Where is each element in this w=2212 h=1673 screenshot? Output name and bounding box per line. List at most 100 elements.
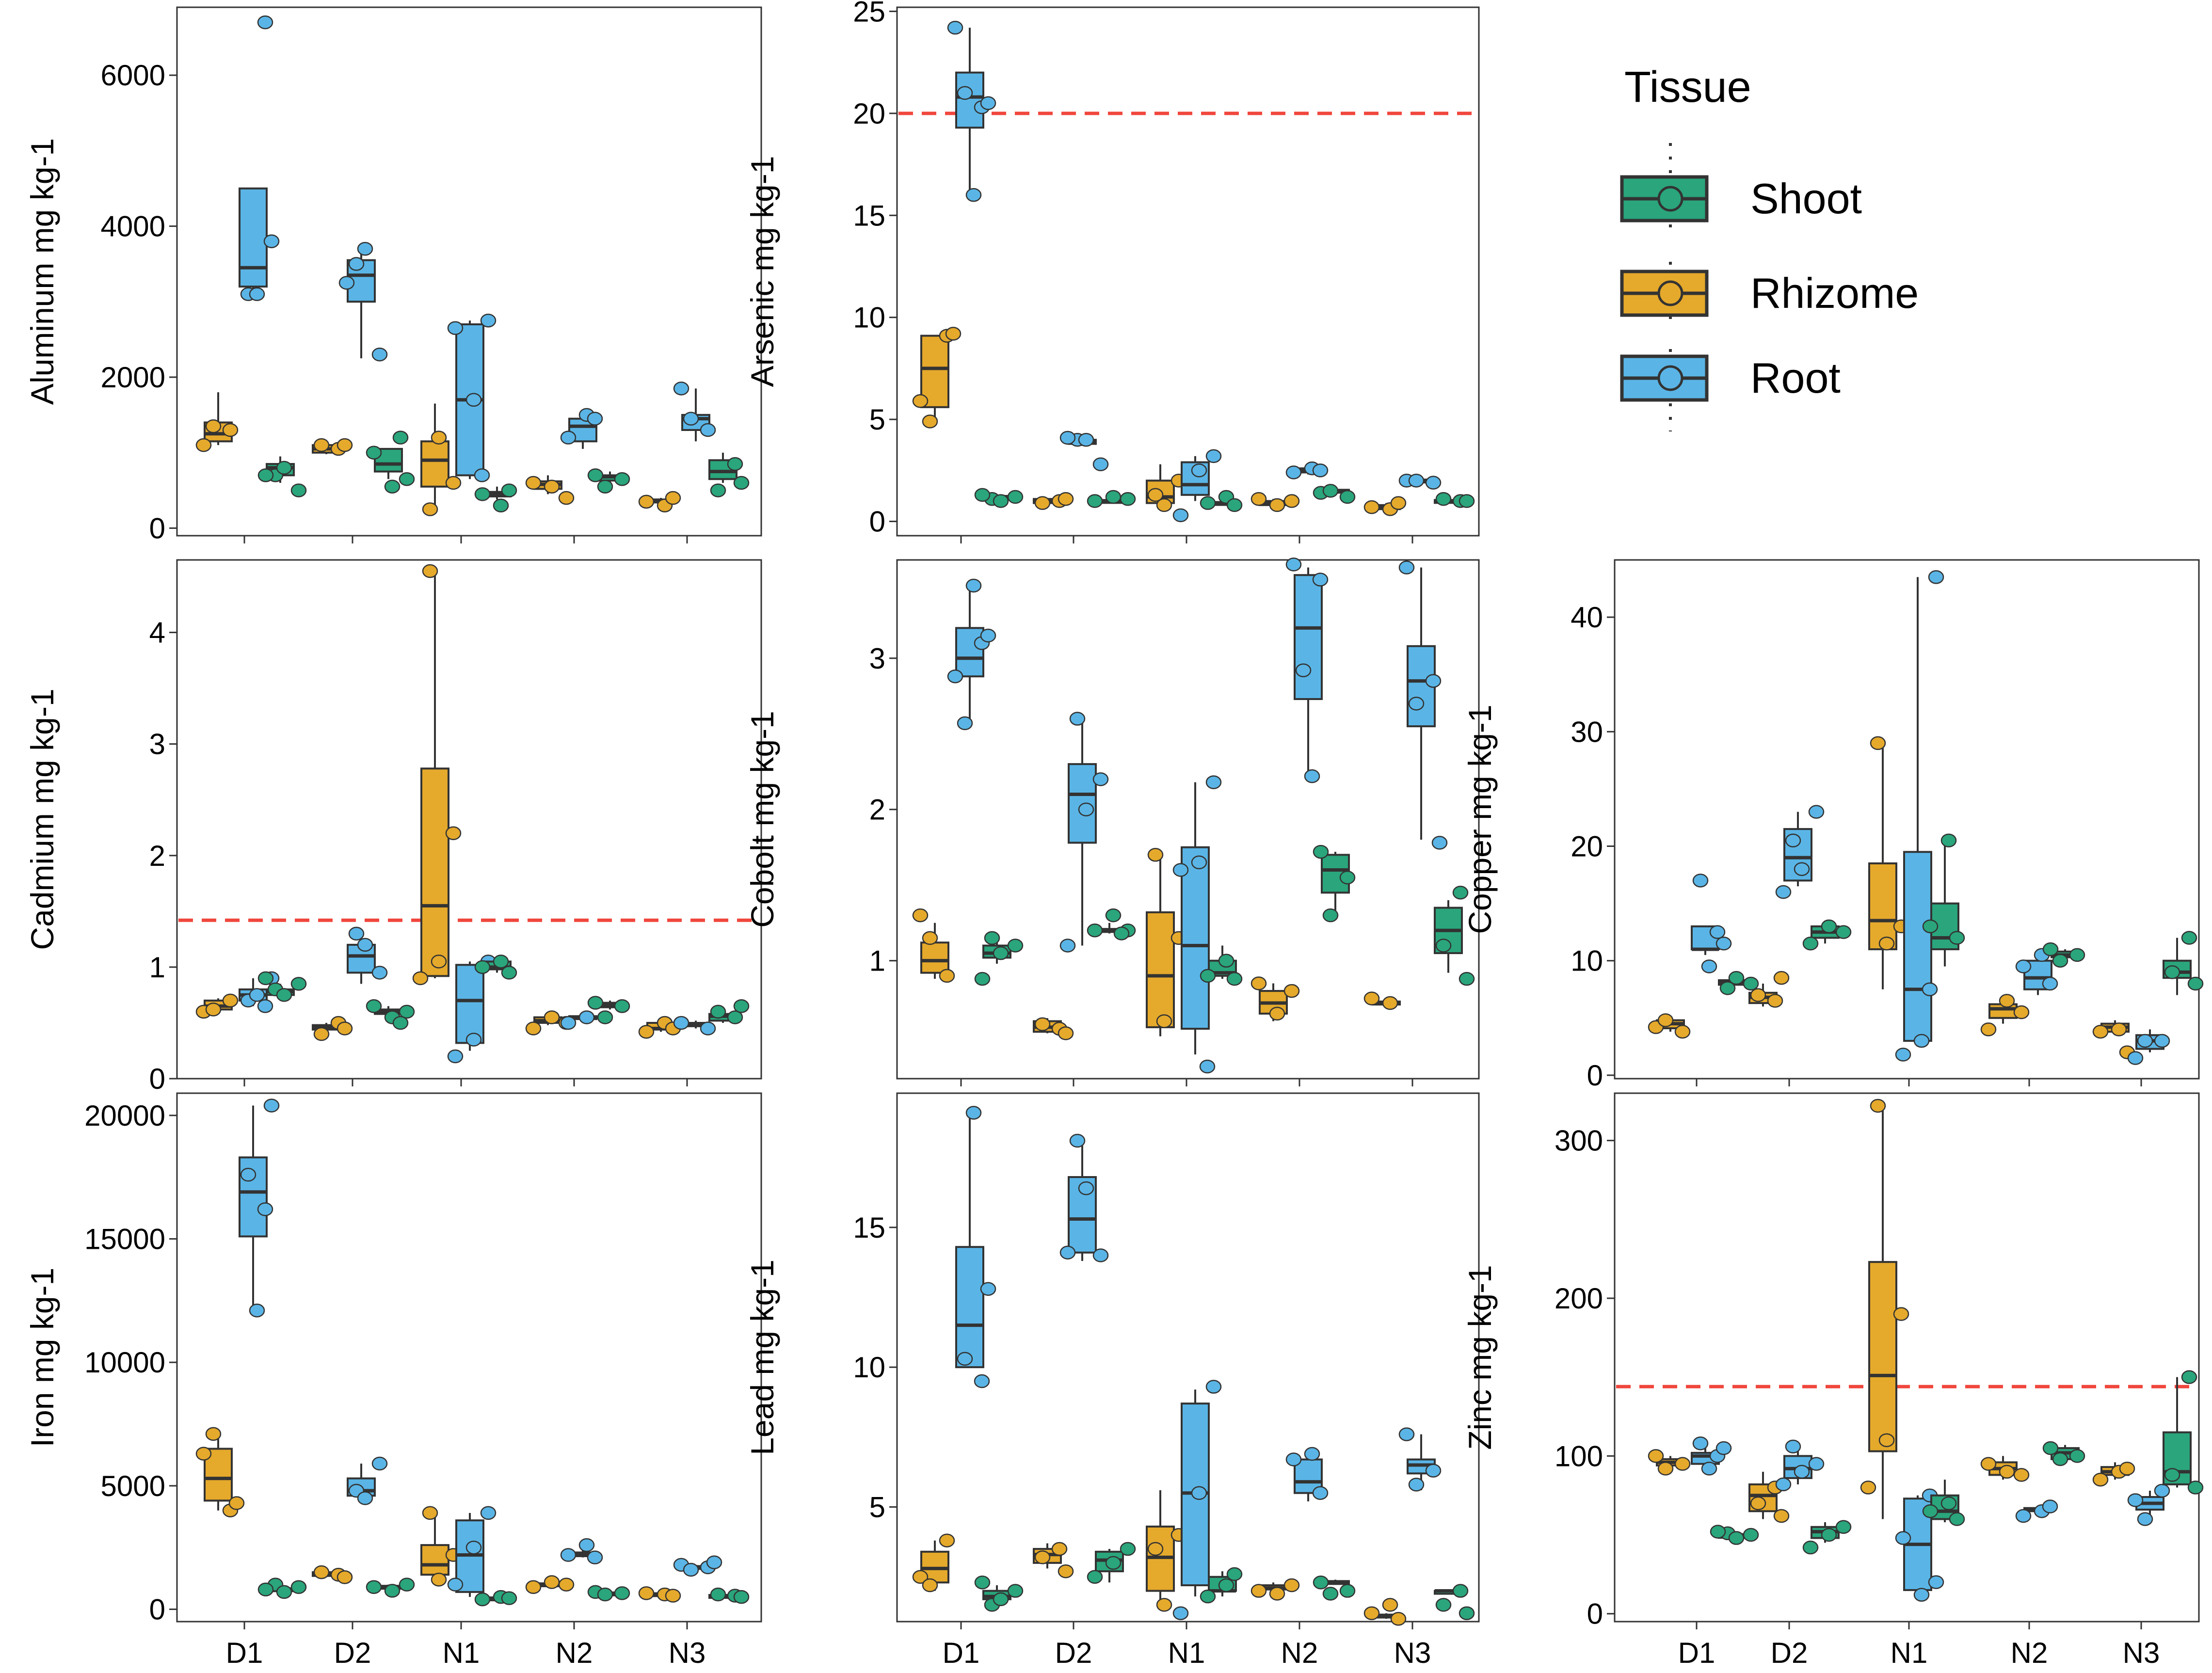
lead-panel: 5 10 15 Lead mg kg-1 — [744, 1092, 1480, 1629]
point-rhizome — [412, 971, 429, 986]
y-tick-label: 0 — [1587, 1059, 1603, 1092]
point-shoot — [727, 1010, 743, 1024]
point-shoot — [1940, 1496, 1957, 1511]
point-rhizome — [1363, 1606, 1380, 1620]
point-rhizome — [1147, 1542, 1164, 1556]
point-root — [2015, 1509, 2032, 1523]
point-root — [560, 430, 577, 445]
point-shoot — [290, 483, 307, 497]
point-shoot — [2052, 1452, 2068, 1466]
site-label-n3: N3 — [2123, 1637, 2160, 1669]
point-root — [1078, 802, 1094, 816]
point-shoot — [1435, 492, 1452, 506]
point-root — [587, 412, 603, 426]
point-rhizome — [2092, 1472, 2109, 1487]
point-shoot — [727, 457, 743, 471]
point-shoot — [399, 1004, 415, 1019]
point-shoot — [1226, 1567, 1243, 1581]
point-root — [1172, 1606, 1189, 1620]
point-root — [1775, 885, 1792, 899]
point-rhizome — [544, 1010, 560, 1024]
x-labels-col1: D1 D2 N1 N2 N3 — [226, 1637, 706, 1669]
point-shoot — [1200, 969, 1216, 983]
point-root — [980, 1282, 996, 1296]
point-shoot — [1743, 976, 1759, 991]
site-label-d2: D2 — [1055, 1637, 1092, 1669]
point-shoot — [1105, 1556, 1122, 1570]
point-root — [371, 1456, 388, 1471]
point-root — [700, 1021, 716, 1036]
site-label-n3: N3 — [669, 1637, 706, 1669]
point-root — [1808, 1457, 1825, 1471]
point-shoot — [493, 498, 509, 512]
point-rhizome — [922, 1578, 938, 1593]
point-rhizome — [1034, 496, 1051, 510]
point-rhizome — [205, 1003, 222, 1017]
box-rhizome-n1 — [1868, 862, 1897, 951]
point-root — [2154, 1034, 2170, 1048]
point-rhizome — [1999, 1465, 2015, 1479]
x-labels-col3: D1 D2 N1 N2 N3 — [1678, 1637, 2160, 1669]
point-shoot — [2181, 931, 2197, 945]
point-root — [1808, 805, 1825, 819]
y-tick-label: 5 — [869, 1491, 885, 1524]
y-tick-label: 0 — [149, 1593, 165, 1626]
point-root — [240, 1167, 256, 1182]
point-shoot — [399, 1577, 415, 1592]
point-root — [2154, 1483, 2170, 1498]
point-shoot — [1835, 1520, 1852, 1534]
point-root — [263, 234, 280, 248]
point-rhizome — [912, 394, 929, 408]
iron-panel: 0 5000 10000 15000 20000 Iron mg kg-1 — [24, 1092, 762, 1629]
point-root — [1408, 697, 1425, 711]
y-tick-label: 1 — [869, 945, 885, 977]
box-rhizome-d1 — [204, 1448, 233, 1502]
point-shoot — [2187, 976, 2204, 991]
point-rhizome — [222, 423, 239, 437]
point-shoot — [1218, 954, 1234, 968]
point-shoot — [974, 972, 991, 986]
point-root — [683, 1562, 699, 1577]
point-shoot — [614, 1586, 630, 1600]
point-root — [1715, 1441, 1732, 1455]
y-tick-label: 0 — [149, 1063, 165, 1095]
point-root — [1928, 570, 1944, 584]
point-root — [587, 1550, 603, 1564]
zinc-panel: 0 100 200 300 Zinc mg kg-1 — [1462, 1092, 2204, 1630]
y-tick-label: 20000 — [84, 1099, 165, 1132]
point-root — [249, 287, 265, 301]
point-root — [2137, 1034, 2153, 1048]
point-root — [673, 382, 689, 396]
point-rhizome — [1250, 492, 1267, 506]
point-rhizome — [195, 1447, 212, 1461]
box-rhizome-n1 — [1146, 911, 1175, 1028]
box-rhizome-d1 — [920, 941, 949, 974]
point-root — [1059, 1245, 1076, 1259]
y-tick-label: 5000 — [101, 1470, 165, 1502]
site-label-d1: D1 — [226, 1637, 263, 1669]
point-rhizome — [2111, 1022, 2127, 1036]
point-shoot — [1339, 1584, 1356, 1598]
point-rhizome — [1767, 994, 1783, 1008]
point-shoot — [1322, 1587, 1339, 1601]
point-root — [2042, 976, 2058, 991]
point-rhizome — [313, 1027, 330, 1041]
point-rhizome — [1283, 494, 1300, 508]
point-shoot — [392, 430, 409, 445]
point-rhizome — [2013, 1468, 2030, 1482]
point-shoot — [1218, 1578, 1234, 1593]
point-shoot — [1452, 1584, 1469, 1598]
point-root — [578, 1010, 595, 1024]
point-shoot — [1949, 1512, 1965, 1526]
point-rhizome — [1390, 1611, 1407, 1626]
aluminum-y-axis-label: Aluminum mg kg-1 — [24, 138, 60, 405]
arsenic-panel: 0 5 10 15 20 25 Arsenic mg kg-1 — [744, 0, 1480, 543]
y-tick-label: 15000 — [84, 1223, 165, 1256]
y-tick-label: 0 — [149, 512, 165, 544]
lead-y-axis-label: Lead mg kg-1 — [744, 1259, 780, 1455]
point-shoot — [1120, 1542, 1136, 1556]
box-root-d2 — [1068, 763, 1097, 844]
point-root — [957, 86, 973, 100]
point-shoot — [1339, 490, 1356, 504]
